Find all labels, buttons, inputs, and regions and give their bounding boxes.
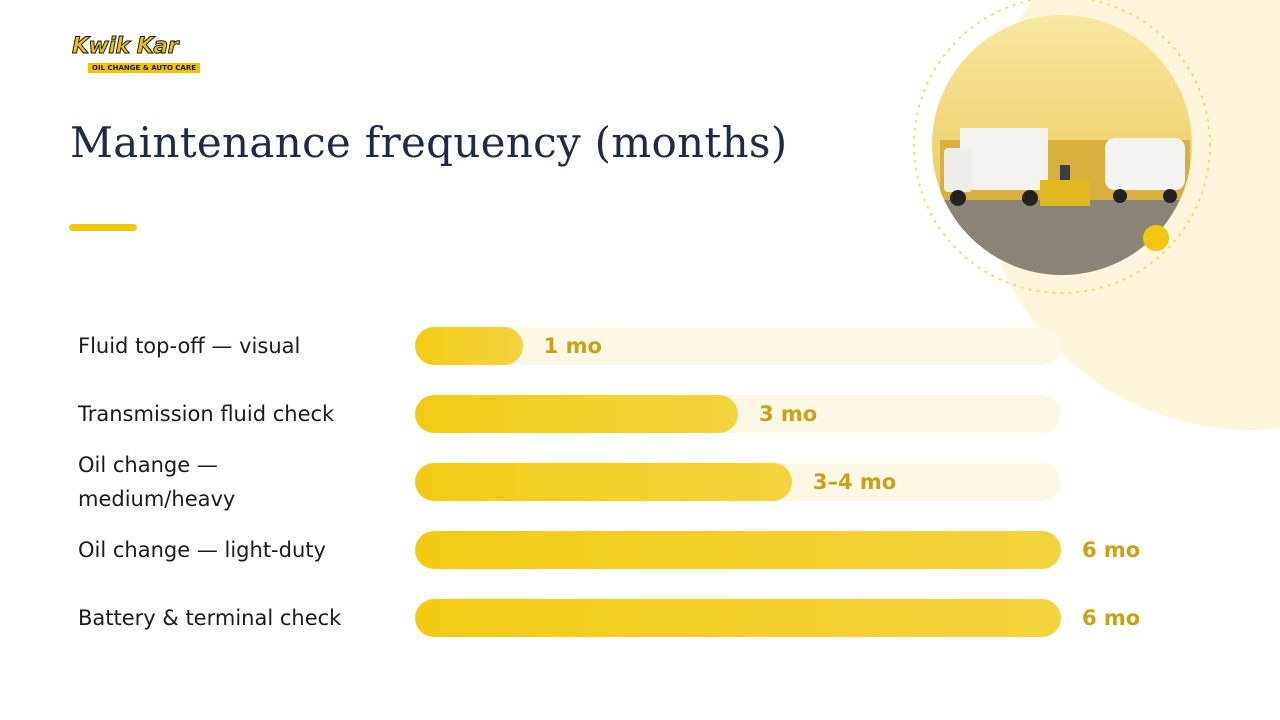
title-accent bbox=[69, 224, 137, 231]
bar bbox=[415, 531, 1061, 569]
bar bbox=[415, 599, 1061, 637]
value-label: 6 mo bbox=[1082, 538, 1141, 562]
bar bbox=[415, 463, 792, 501]
logo-tagline: OIL CHANGE & AUTO CARE bbox=[88, 63, 201, 73]
value-label: 6 mo bbox=[1082, 606, 1141, 630]
dotted-ring bbox=[913, 0, 1211, 294]
category-label: Transmission fluid check bbox=[78, 402, 335, 426]
logo-name: Kwik Kar bbox=[72, 34, 179, 60]
chart-title: Maintenance frequency (months) bbox=[70, 118, 788, 167]
category-label: Oil change — medium/heavy bbox=[78, 453, 236, 511]
bar bbox=[415, 395, 738, 433]
category-label: Fluid top-off — visual bbox=[78, 334, 301, 358]
bar bbox=[415, 327, 523, 365]
accent-dot bbox=[1143, 225, 1169, 251]
value-label: 1 mo bbox=[543, 334, 602, 358]
bar-track bbox=[415, 327, 1061, 365]
category-label: Battery & terminal check bbox=[78, 606, 342, 630]
category-label: Oil change — light-duty bbox=[78, 538, 326, 562]
value-label: 3 mo bbox=[759, 402, 818, 426]
value-label: 3–4 mo bbox=[812, 470, 897, 494]
